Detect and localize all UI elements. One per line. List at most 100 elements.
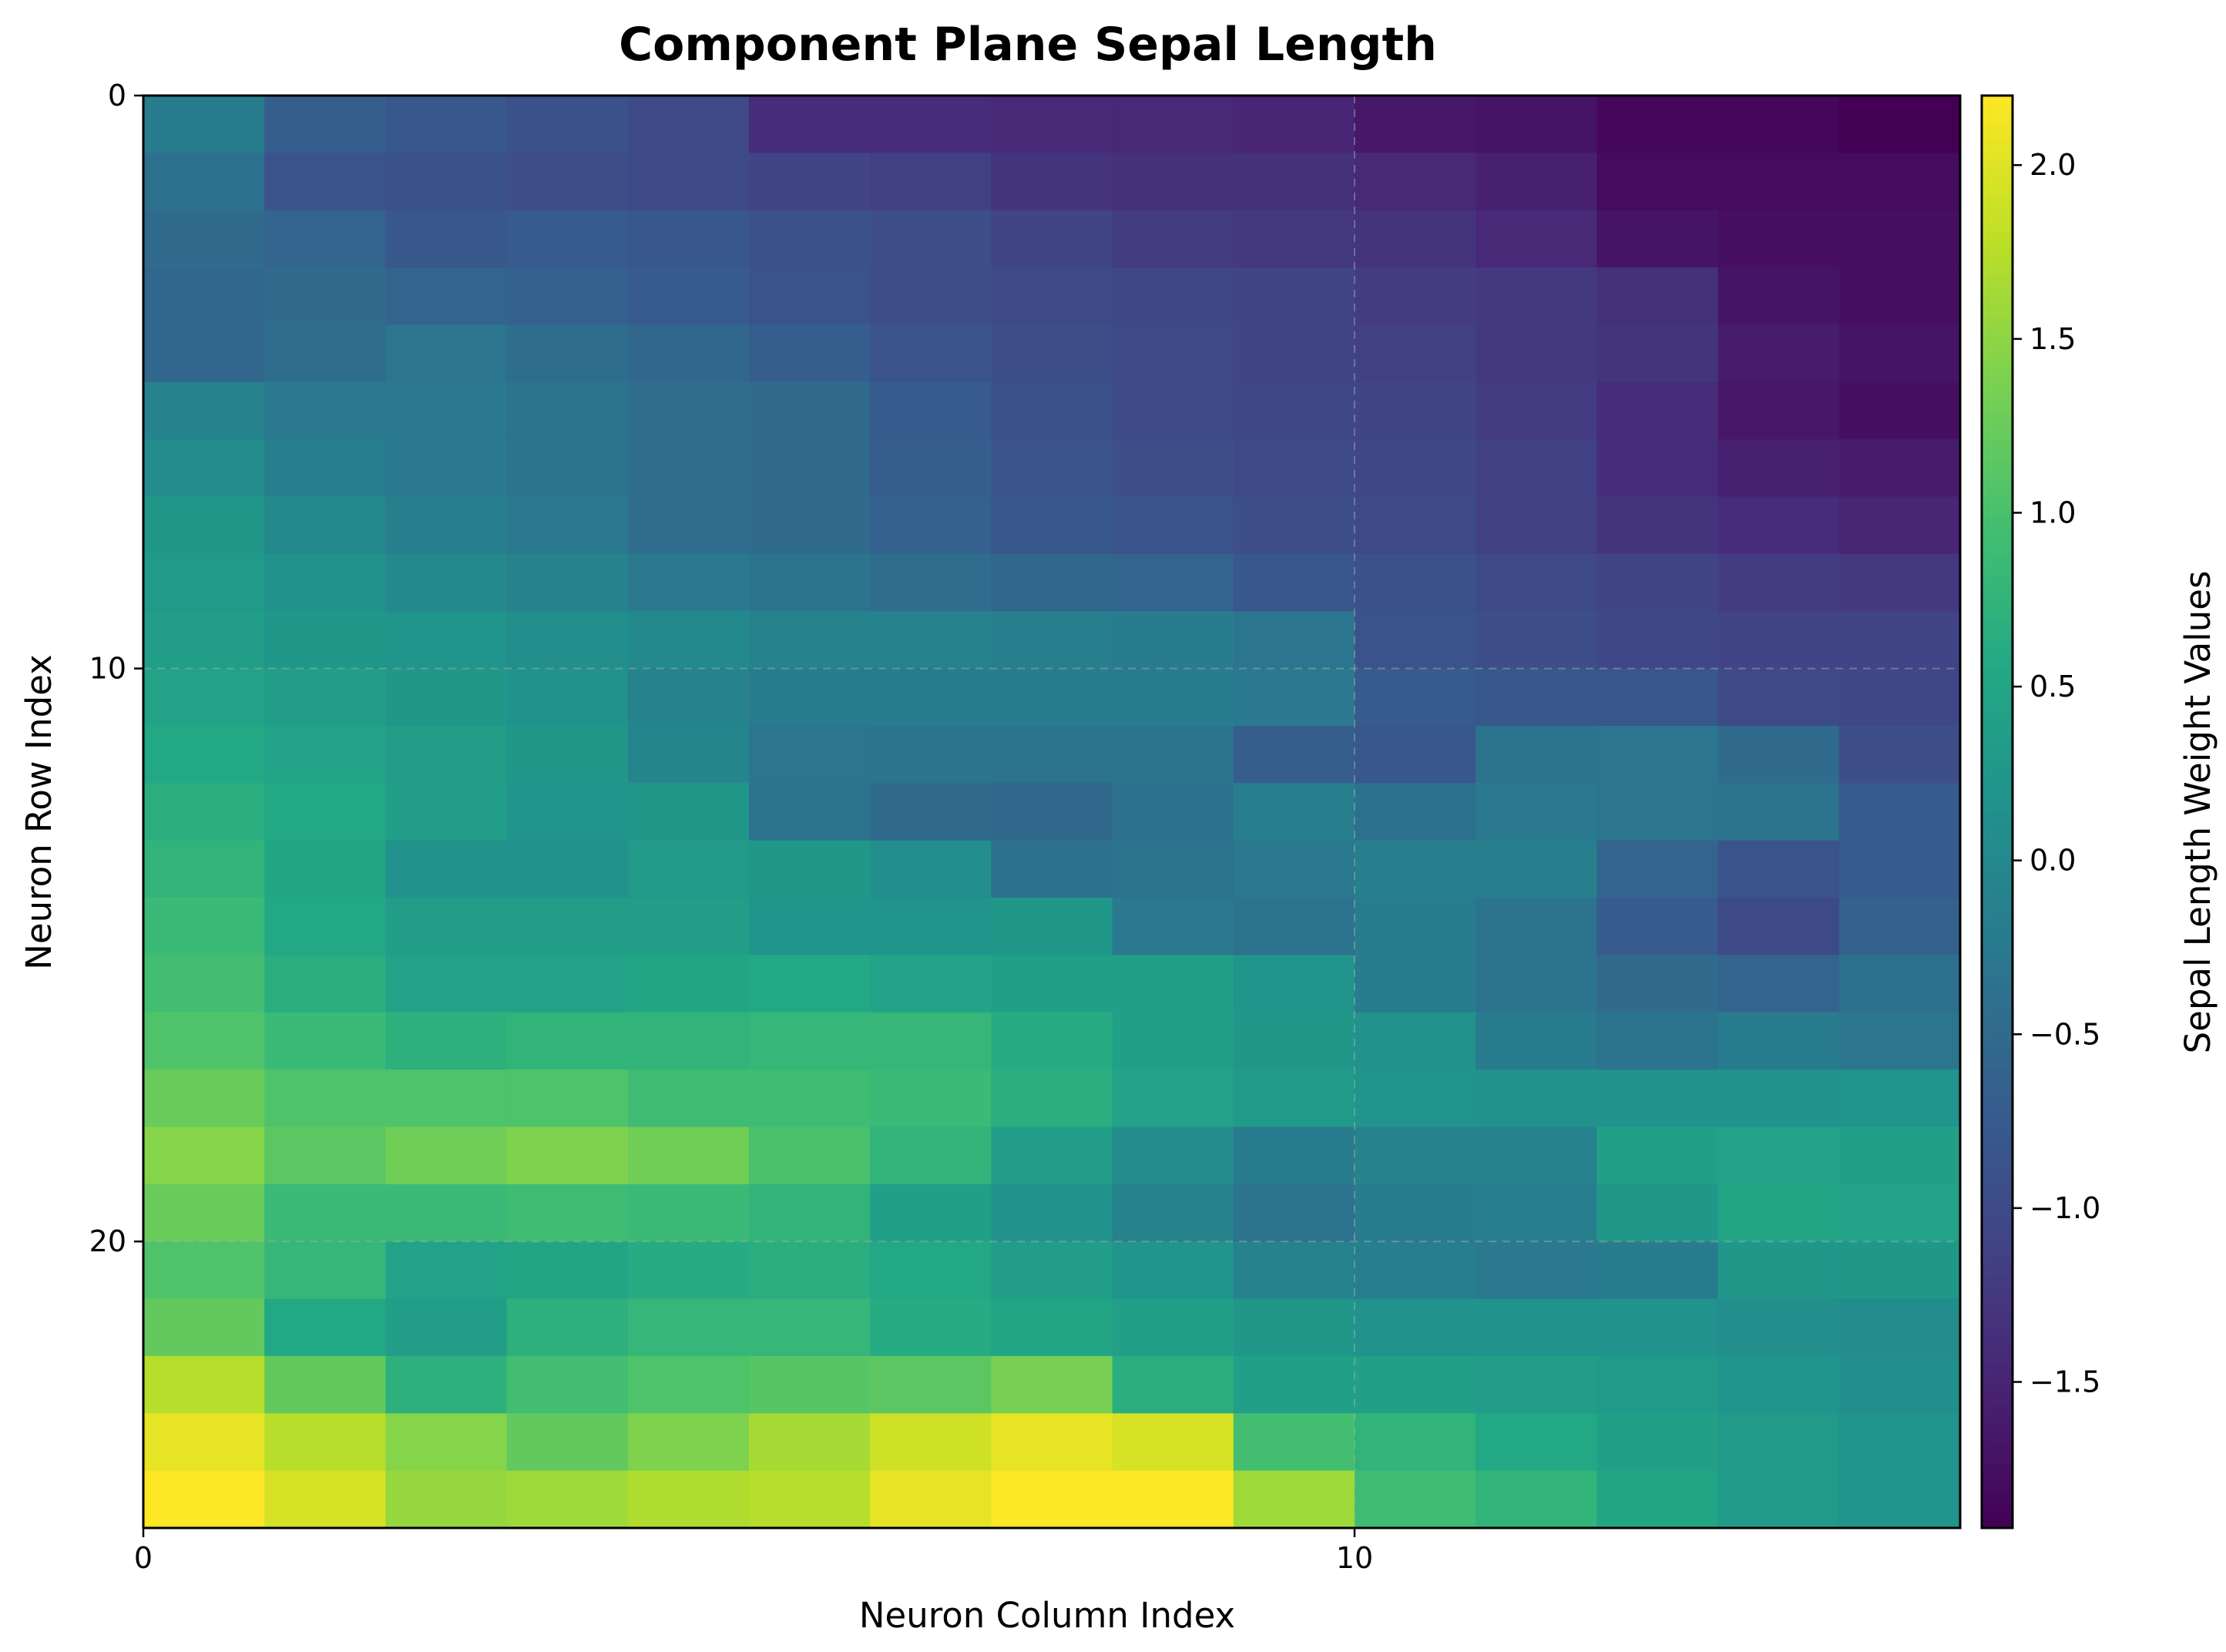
heatmap-cell [749,1413,871,1471]
heatmap-cell [628,669,750,727]
colorbar-segment [1982,704,2013,712]
heatmap-cell [385,210,507,268]
heatmap-cell [264,497,386,555]
heatmap-cell [1113,611,1234,669]
heatmap-cell [628,439,750,497]
colorbar-segment [1982,518,2013,525]
colorbar-segment [1982,1256,2013,1264]
heatmap-cell [1476,153,1597,210]
heatmap-cell [1718,611,1840,669]
colorbar-segment [1982,1163,2013,1170]
colorbar-segment [1982,131,2013,139]
heatmap-cell [991,1241,1113,1299]
heatmap-cell [507,726,629,784]
heatmap-cell [1596,1069,1718,1127]
heatmap-cell [1718,1184,1840,1242]
colorbar-segment [1982,1170,2013,1177]
heatmap-cell [1355,554,1476,612]
heatmap-cell [1234,1299,1355,1357]
heatmap-cell [507,669,629,727]
colorbar-segment [1982,1499,2013,1507]
heatmap-cell [1476,783,1597,841]
colorbar-segment [1982,554,2013,562]
heatmap-cell [749,955,871,1012]
heatmap-cell [1839,1184,1961,1242]
colorbar-segment [1982,504,2013,512]
colorbar-segment [1982,1513,2013,1521]
heatmap-cell [1839,267,1961,325]
heatmap-cell [1476,324,1597,382]
colorbar-segment [1982,1284,2013,1292]
heatmap-cell [1234,439,1355,497]
heatmap-cell [143,841,265,898]
colorbar-segment [1982,711,2013,719]
colorbar-segment [1982,525,2013,533]
heatmap-cell [1476,669,1597,727]
heatmap-cell [1596,1184,1718,1242]
heatmap-cell [1113,1069,1234,1127]
heatmap-cell [507,1299,629,1357]
heatmap-cell [870,497,992,555]
heatmap-cell [1718,1299,1840,1357]
heatmap-cell [1718,1471,1840,1529]
heatmap-cell [385,1356,507,1414]
colorbar-segment [1982,411,2013,418]
heatmap-cell [1839,210,1961,268]
heatmap-cell [628,1356,750,1414]
heatmap-cell [1839,955,1961,1012]
heatmap-cell [507,324,629,382]
heatmap-cell [1355,210,1476,268]
heatmap-cell [264,1356,386,1414]
heatmap-cell [385,497,507,555]
heatmap-cell [264,554,386,612]
colorbar-segment [1982,611,2013,619]
heatmap-cell [1355,497,1476,555]
heatmap-cell [264,267,386,325]
heatmap-cell [749,497,871,555]
heatmap-cell [1596,1356,1718,1414]
colorbar-tick-label: 0.0 [2030,844,2076,878]
heatmap-cell [1355,267,1476,325]
heatmap-cell [991,841,1113,898]
heatmap-cell [1596,1471,1718,1529]
colorbar-segment [1982,346,2013,354]
heatmap-cell [507,554,629,612]
heatmap-cell [143,1127,265,1184]
heatmap-cell [991,1413,1113,1471]
colorbar-segment [1982,1493,2013,1500]
heatmap-cell [1476,1127,1597,1184]
heatmap-cell [1113,1241,1234,1299]
colorbar [1982,96,2013,1529]
heatmap-cell [870,611,992,669]
heatmap-cell [1234,324,1355,382]
colorbar-segment [1982,912,2013,920]
heatmap-cell [1355,1356,1476,1414]
heatmap-cell [264,783,386,841]
colorbar-segment [1982,1399,2013,1407]
heatmap-cell [749,669,871,727]
heatmap-cell [264,898,386,955]
colorbar-segment [1982,1113,2013,1120]
heatmap-cell [264,955,386,1012]
heatmap-cell [1596,497,1718,555]
colorbar-segment [1982,160,2013,168]
colorbar-segment [1982,361,2013,368]
colorbar-segment [1982,1248,2013,1256]
colorbar-segment [1982,146,2013,153]
heatmap-cell [1596,955,1718,1012]
colorbar-segment [1982,1206,2013,1214]
heatmap-cell [628,955,750,1012]
colorbar-segment [1982,489,2013,497]
colorbar-segment [1982,446,2013,454]
colorbar-segment [1982,841,2013,848]
colorbar-segment [1982,1005,2013,1012]
heatmap-cell [1113,96,1234,153]
colorbar-segment [1982,432,2013,440]
colorbar-segment [1982,1349,2013,1357]
colorbar-segment [1982,1428,2013,1435]
heatmap-cell [991,783,1113,841]
colorbar-segment [1982,1442,2013,1449]
heatmap-cell [385,1184,507,1242]
heatmap-cell [1476,267,1597,325]
heatmap-cell [264,611,386,669]
